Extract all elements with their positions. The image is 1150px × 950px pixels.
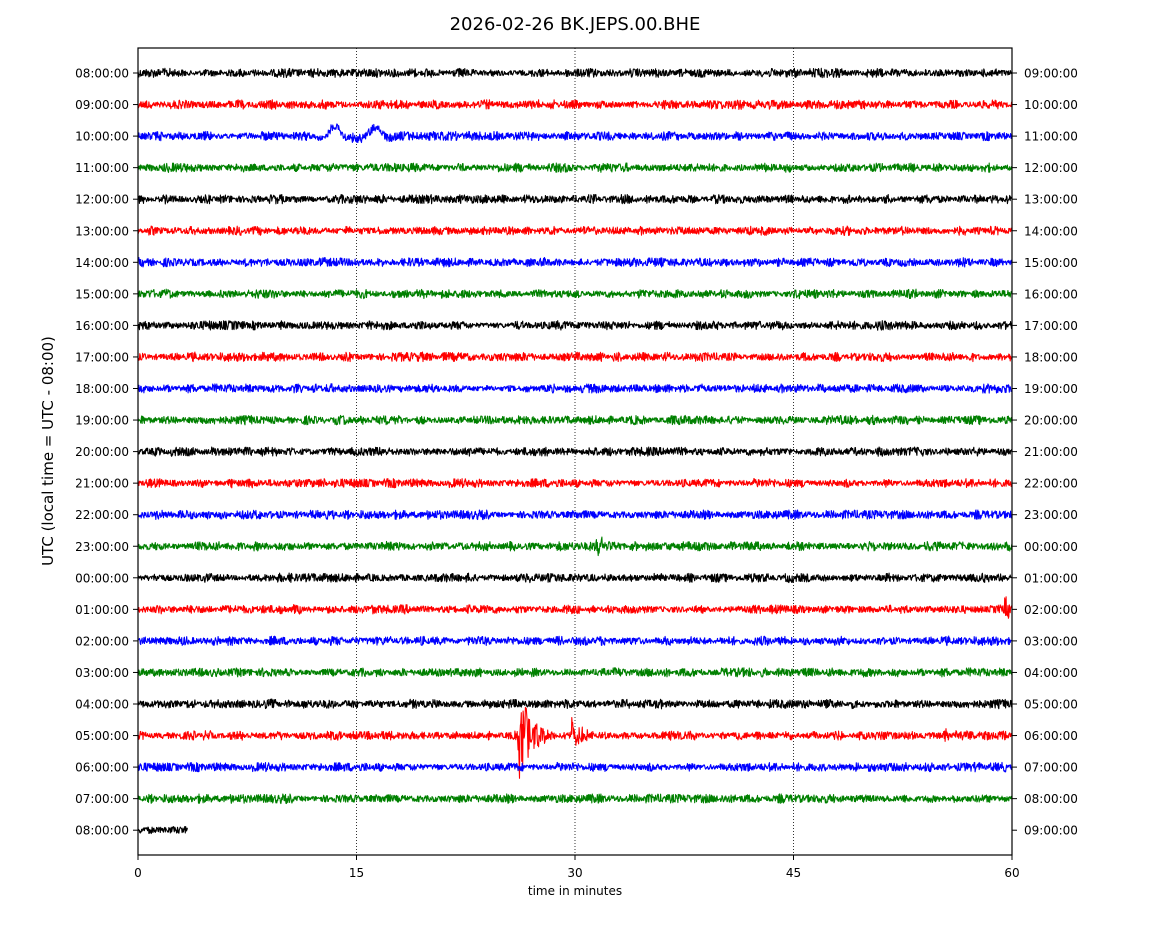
right-time-label: 20:00:00 [1024,414,1078,428]
trace-row-2 [137,123,1013,144]
left-time-label: 19:00:00 [75,414,129,428]
left-time-label: 13:00:00 [75,224,129,238]
left-time-label: 12:00:00 [75,193,129,207]
left-time-label: 23:00:00 [75,540,129,554]
trace-row-12 [137,446,1013,457]
axis-ticks: 0 15 30 45 60 08:00:00 09:00:00 09:00:00 10:00:0… [75,67,1078,881]
left-time-label: 15:00:00 [75,287,129,301]
trace-row-21 [137,706,1013,779]
trace-row-14 [137,509,1013,521]
right-time-label: 17:00:00 [1024,319,1078,333]
right-time-label: 05:00:00 [1024,698,1078,712]
left-time-label: 09:00:00 [75,98,129,112]
left-time-label: 03:00:00 [75,666,129,680]
x-tick-label: 45 [786,866,801,880]
right-time-label: 11:00:00 [1024,130,1078,144]
left-time-label: 16:00:00 [75,319,129,333]
right-time-label: 13:00:00 [1024,193,1078,207]
left-time-label: 02:00:00 [75,634,129,648]
left-time-label: 08:00:00 [75,824,129,838]
trace-row-15 [137,536,1013,557]
right-time-label: 18:00:00 [1024,350,1078,364]
trace-row-16 [137,572,1013,584]
trace-row-0 [137,67,1013,79]
trace-row-22 [137,761,1013,773]
right-time-label: 19:00:00 [1024,382,1078,396]
left-time-label: 08:00:00 [75,67,129,81]
trace-row-19 [137,667,1013,678]
right-time-label: 09:00:00 [1024,824,1078,838]
x-tick-label: 0 [134,866,142,880]
right-time-label: 00:00:00 [1024,540,1078,554]
trace-row-7 [137,288,1013,300]
x-tick-label: 30 [567,866,582,880]
left-time-label: 11:00:00 [75,161,129,175]
trace-row-8 [137,320,1013,331]
right-time-label: 23:00:00 [1024,508,1078,522]
left-time-label: 17:00:00 [75,350,129,364]
right-time-label: 10:00:00 [1024,98,1078,112]
y-axis-label-text: UTC (local time = UTC - 08:00) [39,336,57,566]
trace-row-11 [137,414,1013,426]
left-time-label: 01:00:00 [75,603,129,617]
trace-row-13 [137,477,1013,489]
left-time-label: 06:00:00 [75,761,129,775]
right-time-label: 12:00:00 [1024,161,1078,175]
left-time-label: 21:00:00 [75,477,129,491]
left-time-label: 07:00:00 [75,792,129,806]
right-time-label: 09:00:00 [1024,67,1078,81]
right-time-label: 07:00:00 [1024,761,1078,775]
trace-row-18 [137,635,1013,647]
seismic-traces [137,67,1013,835]
right-time-label: 06:00:00 [1024,729,1078,743]
right-time-label: 03:00:00 [1024,634,1078,648]
trace-row-9 [137,351,1013,363]
trace-row-3 [137,162,1013,173]
right-time-label: 22:00:00 [1024,477,1078,491]
left-time-label: 10:00:00 [75,130,129,144]
left-time-label: 04:00:00 [75,698,129,712]
trace-row-17 [137,596,1013,619]
left-time-label: 05:00:00 [75,729,129,743]
trace-row-6 [137,256,1013,268]
right-time-label: 08:00:00 [1024,792,1078,806]
trace-row-1 [137,99,1013,110]
right-time-label: 15:00:00 [1024,256,1078,270]
right-time-label: 21:00:00 [1024,445,1078,459]
right-time-label: 04:00:00 [1024,666,1078,680]
x-axis-label: time in minutes [527,884,623,898]
x-tick-label: 60 [1004,866,1019,880]
right-time-label: 01:00:00 [1024,571,1078,585]
right-time-label: 14:00:00 [1024,224,1078,238]
chart-title: 2026-02-26 BK.JEPS.00.BHE [449,14,701,35]
trace-row-23 [137,793,1013,805]
left-time-label: 00:00:00 [75,571,129,585]
trace-row-4 [137,193,1013,205]
x-tick-label: 15 [349,866,364,880]
trace-row-10 [137,383,1013,394]
left-time-label: 14:00:00 [75,256,129,270]
right-time-label: 16:00:00 [1024,287,1078,301]
trace-row-24 [137,825,189,835]
trace-row-5 [137,225,1013,237]
trace-row-20 [137,698,1013,710]
grid-lines [356,48,794,855]
left-time-label: 20:00:00 [75,445,129,459]
left-time-label: 22:00:00 [75,508,129,522]
left-time-label: 18:00:00 [75,382,129,396]
right-time-label: 02:00:00 [1024,603,1078,617]
